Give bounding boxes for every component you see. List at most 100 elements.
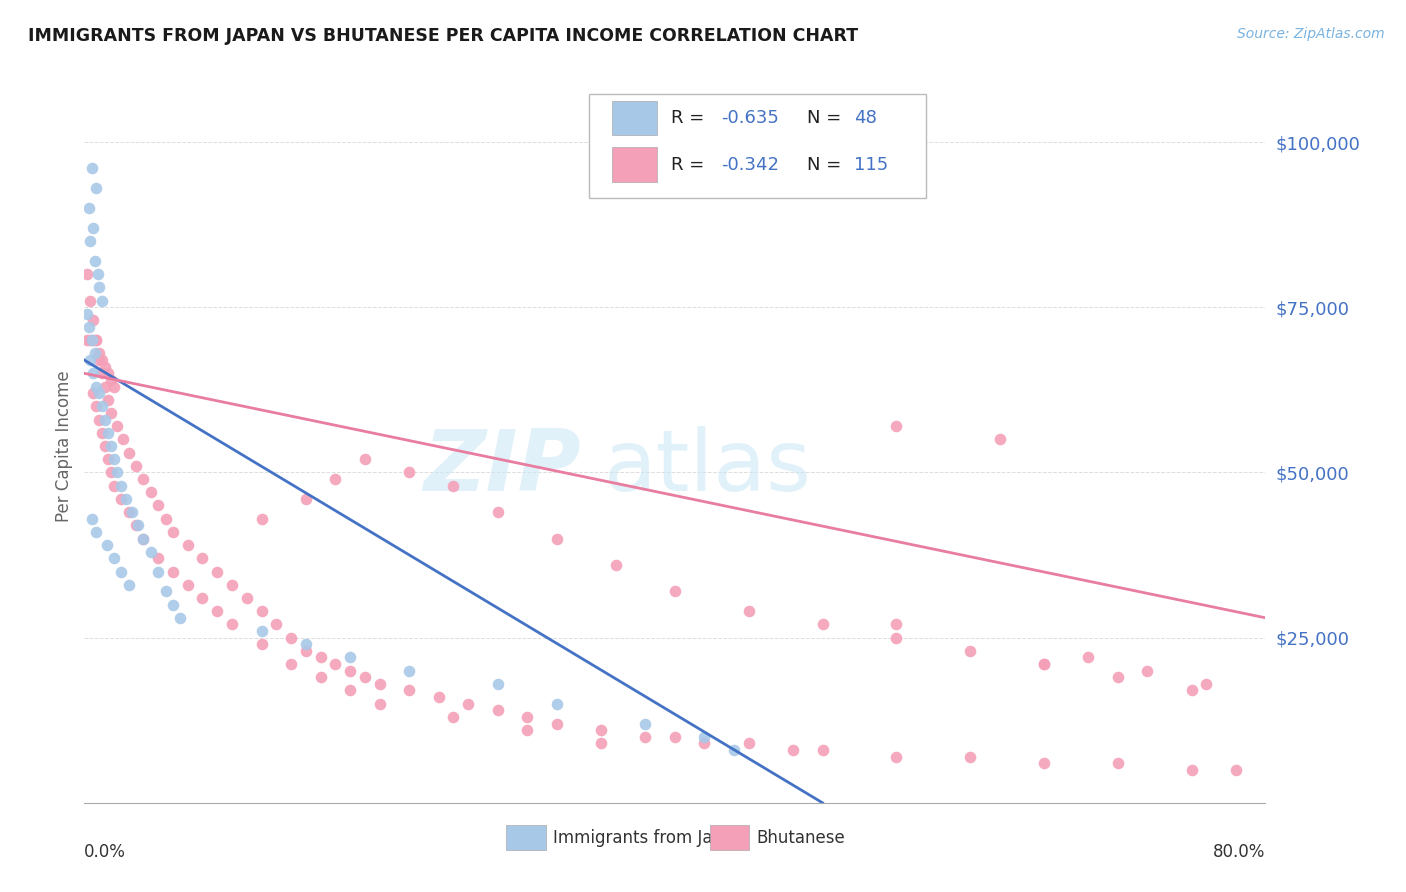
Text: -0.635: -0.635 — [721, 109, 779, 128]
Text: N =: N = — [807, 155, 848, 174]
Point — [886, 749, 908, 764]
Point — [280, 631, 302, 645]
Point — [1180, 763, 1202, 777]
Point — [664, 730, 686, 744]
Point — [132, 532, 155, 546]
Point — [457, 697, 479, 711]
Text: 115: 115 — [855, 155, 889, 174]
Point — [162, 524, 184, 539]
Point — [886, 419, 908, 434]
Point — [250, 604, 273, 618]
Point — [94, 439, 117, 453]
Point — [83, 254, 105, 268]
Point — [1136, 664, 1159, 678]
Point — [84, 524, 107, 539]
Y-axis label: Per Capita Income: Per Capita Income — [55, 370, 73, 522]
Point — [84, 379, 107, 393]
Point — [97, 425, 120, 440]
Point — [339, 650, 361, 665]
Point — [162, 565, 184, 579]
Point — [546, 532, 568, 546]
Point — [118, 578, 141, 592]
Point — [91, 353, 114, 368]
Point — [82, 221, 104, 235]
Point — [959, 644, 981, 658]
Point — [97, 452, 120, 467]
Text: atlas: atlas — [605, 425, 813, 509]
Text: -0.342: -0.342 — [721, 155, 779, 174]
Point — [103, 478, 125, 492]
Point — [80, 333, 103, 347]
Point — [125, 518, 148, 533]
Text: IMMIGRANTS FROM JAPAN VS BHUTANESE PER CAPITA INCOME CORRELATION CHART: IMMIGRANTS FROM JAPAN VS BHUTANESE PER C… — [28, 27, 858, 45]
Point — [80, 161, 103, 176]
Point — [280, 657, 302, 671]
Point — [250, 511, 273, 525]
Point — [605, 558, 627, 572]
Point — [235, 591, 259, 605]
Point — [250, 637, 273, 651]
Point — [516, 723, 538, 738]
Point — [91, 293, 114, 308]
Point — [486, 703, 509, 717]
Point — [486, 505, 509, 519]
Point — [516, 710, 538, 724]
Point — [398, 664, 420, 678]
Point — [79, 234, 101, 248]
Point — [546, 716, 568, 731]
Point — [723, 743, 745, 757]
Point — [87, 346, 111, 360]
Point — [148, 565, 170, 579]
Point — [591, 736, 613, 750]
Point — [127, 518, 149, 533]
Point — [368, 677, 391, 691]
Point — [103, 551, 125, 566]
Point — [398, 466, 420, 480]
Point — [1077, 650, 1099, 665]
Point — [1032, 657, 1054, 671]
Point — [155, 584, 177, 599]
Point — [441, 710, 464, 724]
Point — [323, 472, 347, 486]
Point — [738, 604, 761, 618]
Point — [295, 637, 318, 651]
Point — [105, 466, 128, 480]
Text: Immigrants from Japan: Immigrants from Japan — [553, 829, 744, 847]
Point — [693, 736, 716, 750]
Point — [103, 452, 125, 467]
Point — [546, 697, 568, 711]
Point — [84, 181, 107, 195]
Point — [1225, 763, 1247, 777]
Point — [191, 551, 214, 566]
Point — [1180, 683, 1202, 698]
Point — [132, 532, 155, 546]
Point — [100, 439, 122, 453]
Point — [96, 538, 118, 552]
Text: ZIP: ZIP — [423, 425, 581, 509]
Point — [177, 578, 200, 592]
Text: R =: R = — [671, 155, 710, 174]
Point — [79, 333, 101, 347]
FancyBboxPatch shape — [612, 147, 657, 182]
Point — [886, 617, 908, 632]
Point — [87, 353, 111, 368]
Point — [80, 511, 103, 525]
Point — [339, 683, 361, 698]
Point — [100, 373, 122, 387]
Point — [91, 400, 114, 414]
Point — [634, 730, 657, 744]
Point — [87, 280, 111, 294]
Point — [82, 333, 104, 347]
Point — [264, 617, 288, 632]
Point — [1032, 657, 1054, 671]
Point — [295, 491, 318, 506]
Text: N =: N = — [807, 109, 848, 128]
Point — [693, 730, 716, 744]
Point — [177, 538, 200, 552]
Point — [368, 697, 391, 711]
Text: R =: R = — [671, 109, 710, 128]
Text: Bhutanese: Bhutanese — [756, 829, 845, 847]
Point — [354, 670, 377, 684]
Point — [427, 690, 450, 704]
Point — [221, 617, 243, 632]
